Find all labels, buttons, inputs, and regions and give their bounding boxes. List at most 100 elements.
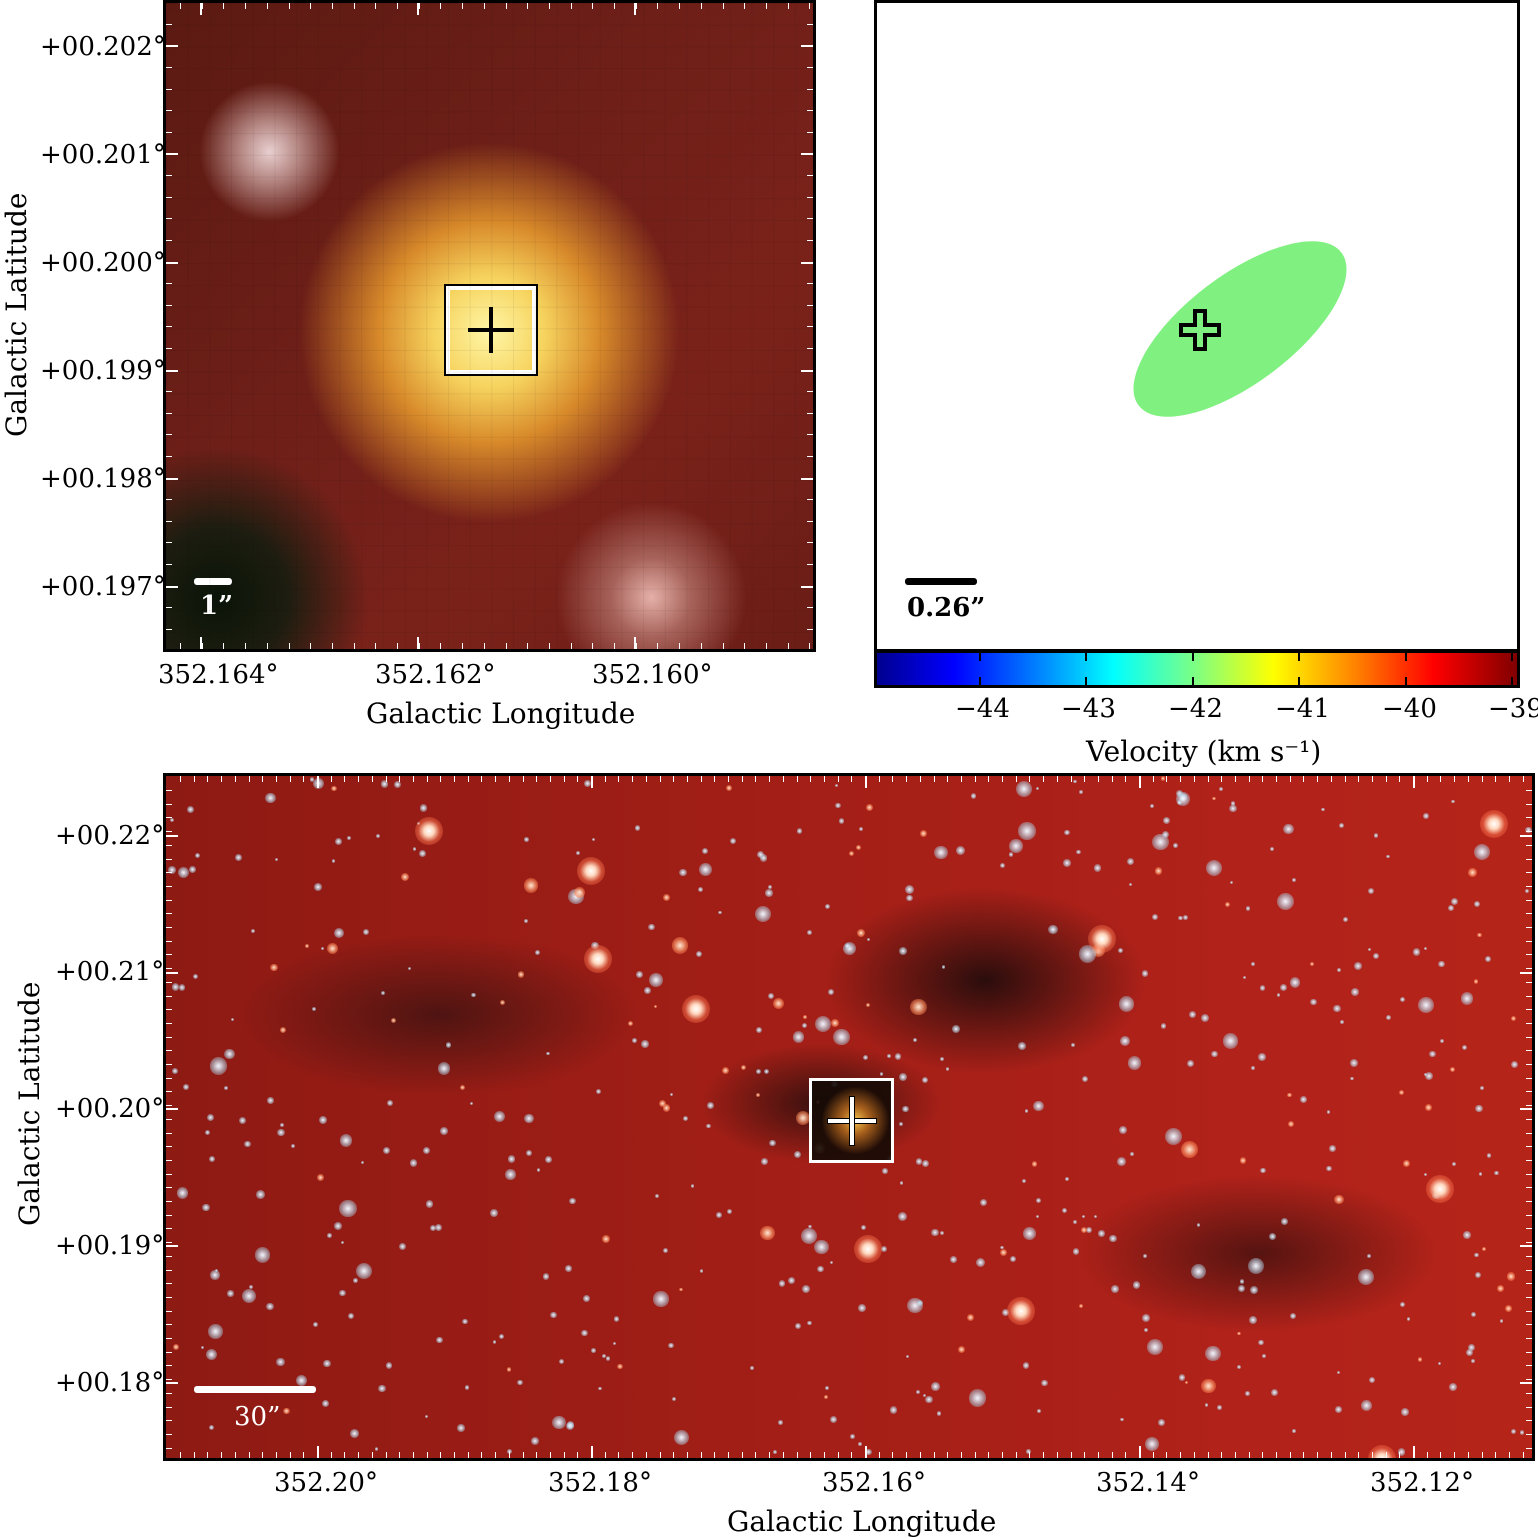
wide-minor-tick <box>1526 1022 1532 1024</box>
wide-minor-tick <box>1344 1452 1346 1458</box>
wide-minor-tick <box>166 1091 172 1093</box>
wide-minor-tick <box>1526 1132 1532 1134</box>
star <box>1262 1354 1266 1358</box>
wide-minor-tick <box>166 1064 172 1065</box>
star <box>171 982 180 991</box>
wide-minor-tick <box>1526 1173 1532 1175</box>
star <box>1473 843 1490 861</box>
zoom-minor-tick <box>548 3 550 9</box>
wide-minor-tick <box>1526 1379 1532 1381</box>
zoom-minor-tick <box>807 67 813 69</box>
wide-minor-tick <box>837 776 839 782</box>
wide-minor-tick <box>166 981 172 983</box>
wide-x-tick-mark <box>591 1446 593 1458</box>
wide-minor-tick <box>810 776 812 782</box>
star <box>506 1367 511 1372</box>
wide-minor-tick <box>659 776 661 782</box>
colorbar-tick-mark <box>1192 677 1194 685</box>
star <box>1023 1227 1036 1240</box>
star <box>1471 1359 1475 1363</box>
star <box>1110 1285 1119 1294</box>
zoom-minor-tick <box>744 643 746 649</box>
star <box>907 1297 923 1314</box>
wide-minor-tick <box>166 844 172 846</box>
star <box>1151 913 1159 921</box>
wide-minor-tick <box>714 1452 716 1458</box>
wide-minor-tick <box>1526 981 1532 983</box>
wide-minor-tick <box>1358 1452 1360 1458</box>
wide-minor-tick <box>166 1255 172 1257</box>
star <box>295 1374 307 1387</box>
wide-minor-tick <box>1043 1452 1045 1458</box>
star <box>1248 1316 1257 1325</box>
scale-bar <box>905 578 977 585</box>
wide-minor-tick <box>522 776 524 782</box>
star <box>1249 1285 1259 1294</box>
star <box>1144 1327 1149 1332</box>
star <box>1188 1010 1196 1018</box>
wide-minor-tick <box>1495 1452 1497 1458</box>
star <box>706 1101 715 1110</box>
star <box>1337 968 1342 973</box>
star <box>1146 1339 1163 1356</box>
wide-minor-tick <box>714 776 716 782</box>
star <box>305 944 310 948</box>
star <box>580 1329 588 1337</box>
star <box>1353 962 1362 971</box>
star <box>612 1341 617 1346</box>
zoom-minor-tick <box>807 88 813 90</box>
zoom-y-tick: +00.197° <box>40 572 166 602</box>
wide-minor-tick <box>1526 940 1532 942</box>
star <box>858 1304 866 1313</box>
star <box>254 1247 271 1264</box>
wide-minor-tick <box>1262 1452 1264 1458</box>
star <box>1118 1126 1127 1135</box>
star <box>905 1354 910 1358</box>
colorbar-tick: −44 <box>955 694 1010 724</box>
star <box>531 1437 540 1446</box>
wide-minor-tick <box>769 1452 771 1458</box>
star <box>424 1414 429 1419</box>
zoom-minor-tick <box>570 643 572 649</box>
star <box>1117 947 1123 953</box>
wide-minor-tick <box>495 1452 497 1458</box>
star <box>1326 1165 1332 1172</box>
star <box>339 1134 353 1148</box>
star <box>381 990 386 995</box>
star <box>545 1156 553 1163</box>
star <box>574 887 586 898</box>
star <box>915 1389 920 1394</box>
colorbar-tick-mark <box>1298 677 1300 685</box>
star <box>277 1128 285 1137</box>
wide-minor-tick <box>166 1433 172 1435</box>
wide-minor-tick <box>166 1447 172 1449</box>
star <box>1080 1226 1088 1234</box>
zoom-x-tick-mark <box>634 3 636 15</box>
star <box>1287 1092 1293 1098</box>
star <box>170 817 174 822</box>
zoom-minor-tick <box>223 643 225 649</box>
colorbar-tick-mark <box>1298 653 1300 661</box>
zoom-minor-tick <box>166 196 172 198</box>
star <box>1036 1214 1040 1218</box>
star <box>1496 1284 1504 1292</box>
wide-minor-tick <box>1248 776 1250 782</box>
star <box>382 1146 391 1154</box>
zoom-y-tick-mark <box>166 370 178 372</box>
star <box>430 1224 437 1232</box>
wide-minor-tick <box>166 831 172 833</box>
wide-minor-tick <box>1526 913 1532 915</box>
wide-minor-tick <box>1526 1365 1532 1367</box>
star <box>1037 1409 1041 1413</box>
wide-minor-tick <box>166 1118 172 1120</box>
star <box>569 1197 577 1205</box>
star <box>425 1200 434 1209</box>
star <box>331 785 337 792</box>
star <box>936 1411 942 1416</box>
zoom-y-tick-mark <box>166 45 178 47</box>
wide-y-tick-mark <box>166 1108 178 1110</box>
wide-minor-tick <box>166 1050 172 1052</box>
wide-y-tick: +00.18° <box>55 1368 165 1398</box>
wide-minor-tick <box>563 776 565 782</box>
wide-minor-tick <box>1508 776 1510 782</box>
